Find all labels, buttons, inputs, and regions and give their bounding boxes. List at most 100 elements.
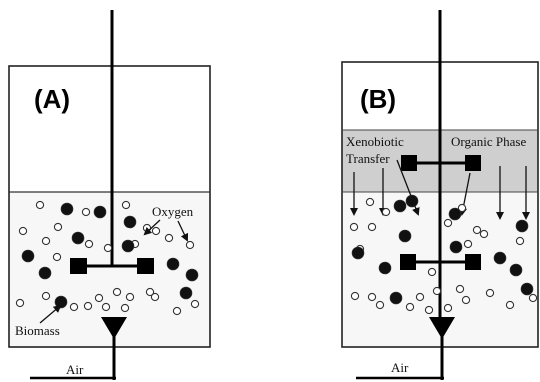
oxygen-bubble [172,306,182,316]
oxygen-bubble [472,225,482,235]
oxygen-bubble [381,207,391,217]
panel-a-biomass-cells [21,202,199,309]
panel-b-upper-blade-right [465,155,481,171]
oxygen-bubble [367,222,377,232]
oxygen-bubble [101,302,111,312]
oxygen-bubble [83,301,93,311]
panel-a-impeller-blade-left [70,258,87,274]
oxygen-bubble [84,239,94,249]
oxygen-bubble [125,292,135,302]
panel-b-air-label: Air [391,360,409,375]
panel-b-lower-blade-right [465,254,481,270]
oxygen-bubble [432,286,442,296]
oxygen-bubble [103,243,113,253]
oxygen-bubble [52,252,62,262]
oxygen-bubble [461,295,471,305]
panel-a-oxygen-arrow-2 [177,220,189,242]
oxygen-bubble [112,287,122,297]
panel-a-biomass-arrow [39,304,62,324]
panel-a-impeller-blade-right [137,258,154,274]
panel-b-air-sparger [429,317,455,339]
biomass-cell [520,282,534,296]
oxygen-bubble [505,300,515,310]
oxygen-bubble [145,287,155,297]
oxygen-bubble [515,236,525,246]
biomass-cell [21,249,35,263]
biomass-cell [54,295,68,309]
oxygen-bubble [120,303,130,313]
panel-b: (B) Xenobiotic Transfer Organic Phase Ai… [341,10,539,380]
biomass-cell [493,251,507,265]
biomass-cell [378,261,392,275]
oxygen-bubble [424,305,434,315]
panel-a-air-sparger [101,317,127,339]
oxygen-bubble [350,291,360,301]
oxygen-bubble [53,222,63,232]
oxygen-bubble [151,226,161,236]
oxygen-bubble [69,302,79,312]
panel-b-biomass-cells [351,194,534,305]
biomass-cell [71,231,85,245]
panel-a-oxygen-label: Oxygen [152,204,194,219]
oxygen-bubble [15,298,25,308]
biomass-cell [123,215,137,229]
oxygen-bubble [365,197,375,207]
oxygen-bubble [35,200,45,210]
biomass-cell [509,263,523,277]
oxygen-bubble [41,236,51,246]
biomass-cell [93,205,107,219]
oxygen-bubble [415,292,425,302]
oxygen-bubble [405,302,415,312]
oxygen-bubble [190,299,200,309]
panel-b-xenobiotic-label-line2: Transfer [346,151,390,166]
biomass-cell [449,240,463,254]
oxygen-bubble [427,267,437,277]
oxygen-bubble [41,291,51,301]
biomass-cell [405,194,419,208]
panel-a-vessel [8,65,211,348]
oxygen-bubble [457,203,467,213]
biomass-cell [351,246,365,260]
biomass-cell [185,268,199,282]
oxygen-bubble [463,239,473,249]
oxygen-bubble [164,233,174,243]
panel-a: (A) Oxygen Biomass Air [8,10,211,380]
oxygen-bubble [94,293,104,303]
oxygen-bubble [367,292,377,302]
biomass-cell [515,219,529,233]
oxygen-bubble [121,200,131,210]
oxygen-bubble [81,207,91,217]
oxygen-bubble [479,229,489,239]
oxygen-bubble [375,300,385,310]
biomass-cell [166,257,180,271]
biomass-cell [393,199,407,213]
biomass-cell [179,286,193,300]
oxygen-bubble [185,240,195,250]
biomass-cell [38,266,52,280]
oxygen-bubble [455,284,465,294]
biomass-cell [121,239,135,253]
biomass-cell [448,207,462,221]
oxygen-bubble [150,292,160,302]
panel-a-air-label: Air [66,362,84,377]
panel-b-xenobiotic-label-line1: Xenobiotic [346,134,404,149]
panel-a-oxygen-bubbles [15,200,200,316]
oxygen-bubble [443,218,453,228]
biomass-cell [389,291,403,305]
panel-b-letter: (B) [360,84,396,114]
panel-b-upper-blade-left [401,155,417,171]
panel-a-biomass-label: Biomass [15,323,60,338]
panel-b-organic-phase-label: Organic Phase [451,134,526,149]
oxygen-bubble [485,288,495,298]
panel-a-letter: (A) [34,84,70,114]
panel-b-lower-blade-left [400,254,416,270]
biomass-cell [398,229,412,243]
oxygen-bubble [349,222,359,232]
oxygen-bubble [528,293,538,303]
oxygen-bubble [18,226,28,236]
oxygen-bubble [443,303,453,313]
panel-a-oxygen-arrow-1 [143,219,161,236]
biomass-cell [60,202,74,216]
